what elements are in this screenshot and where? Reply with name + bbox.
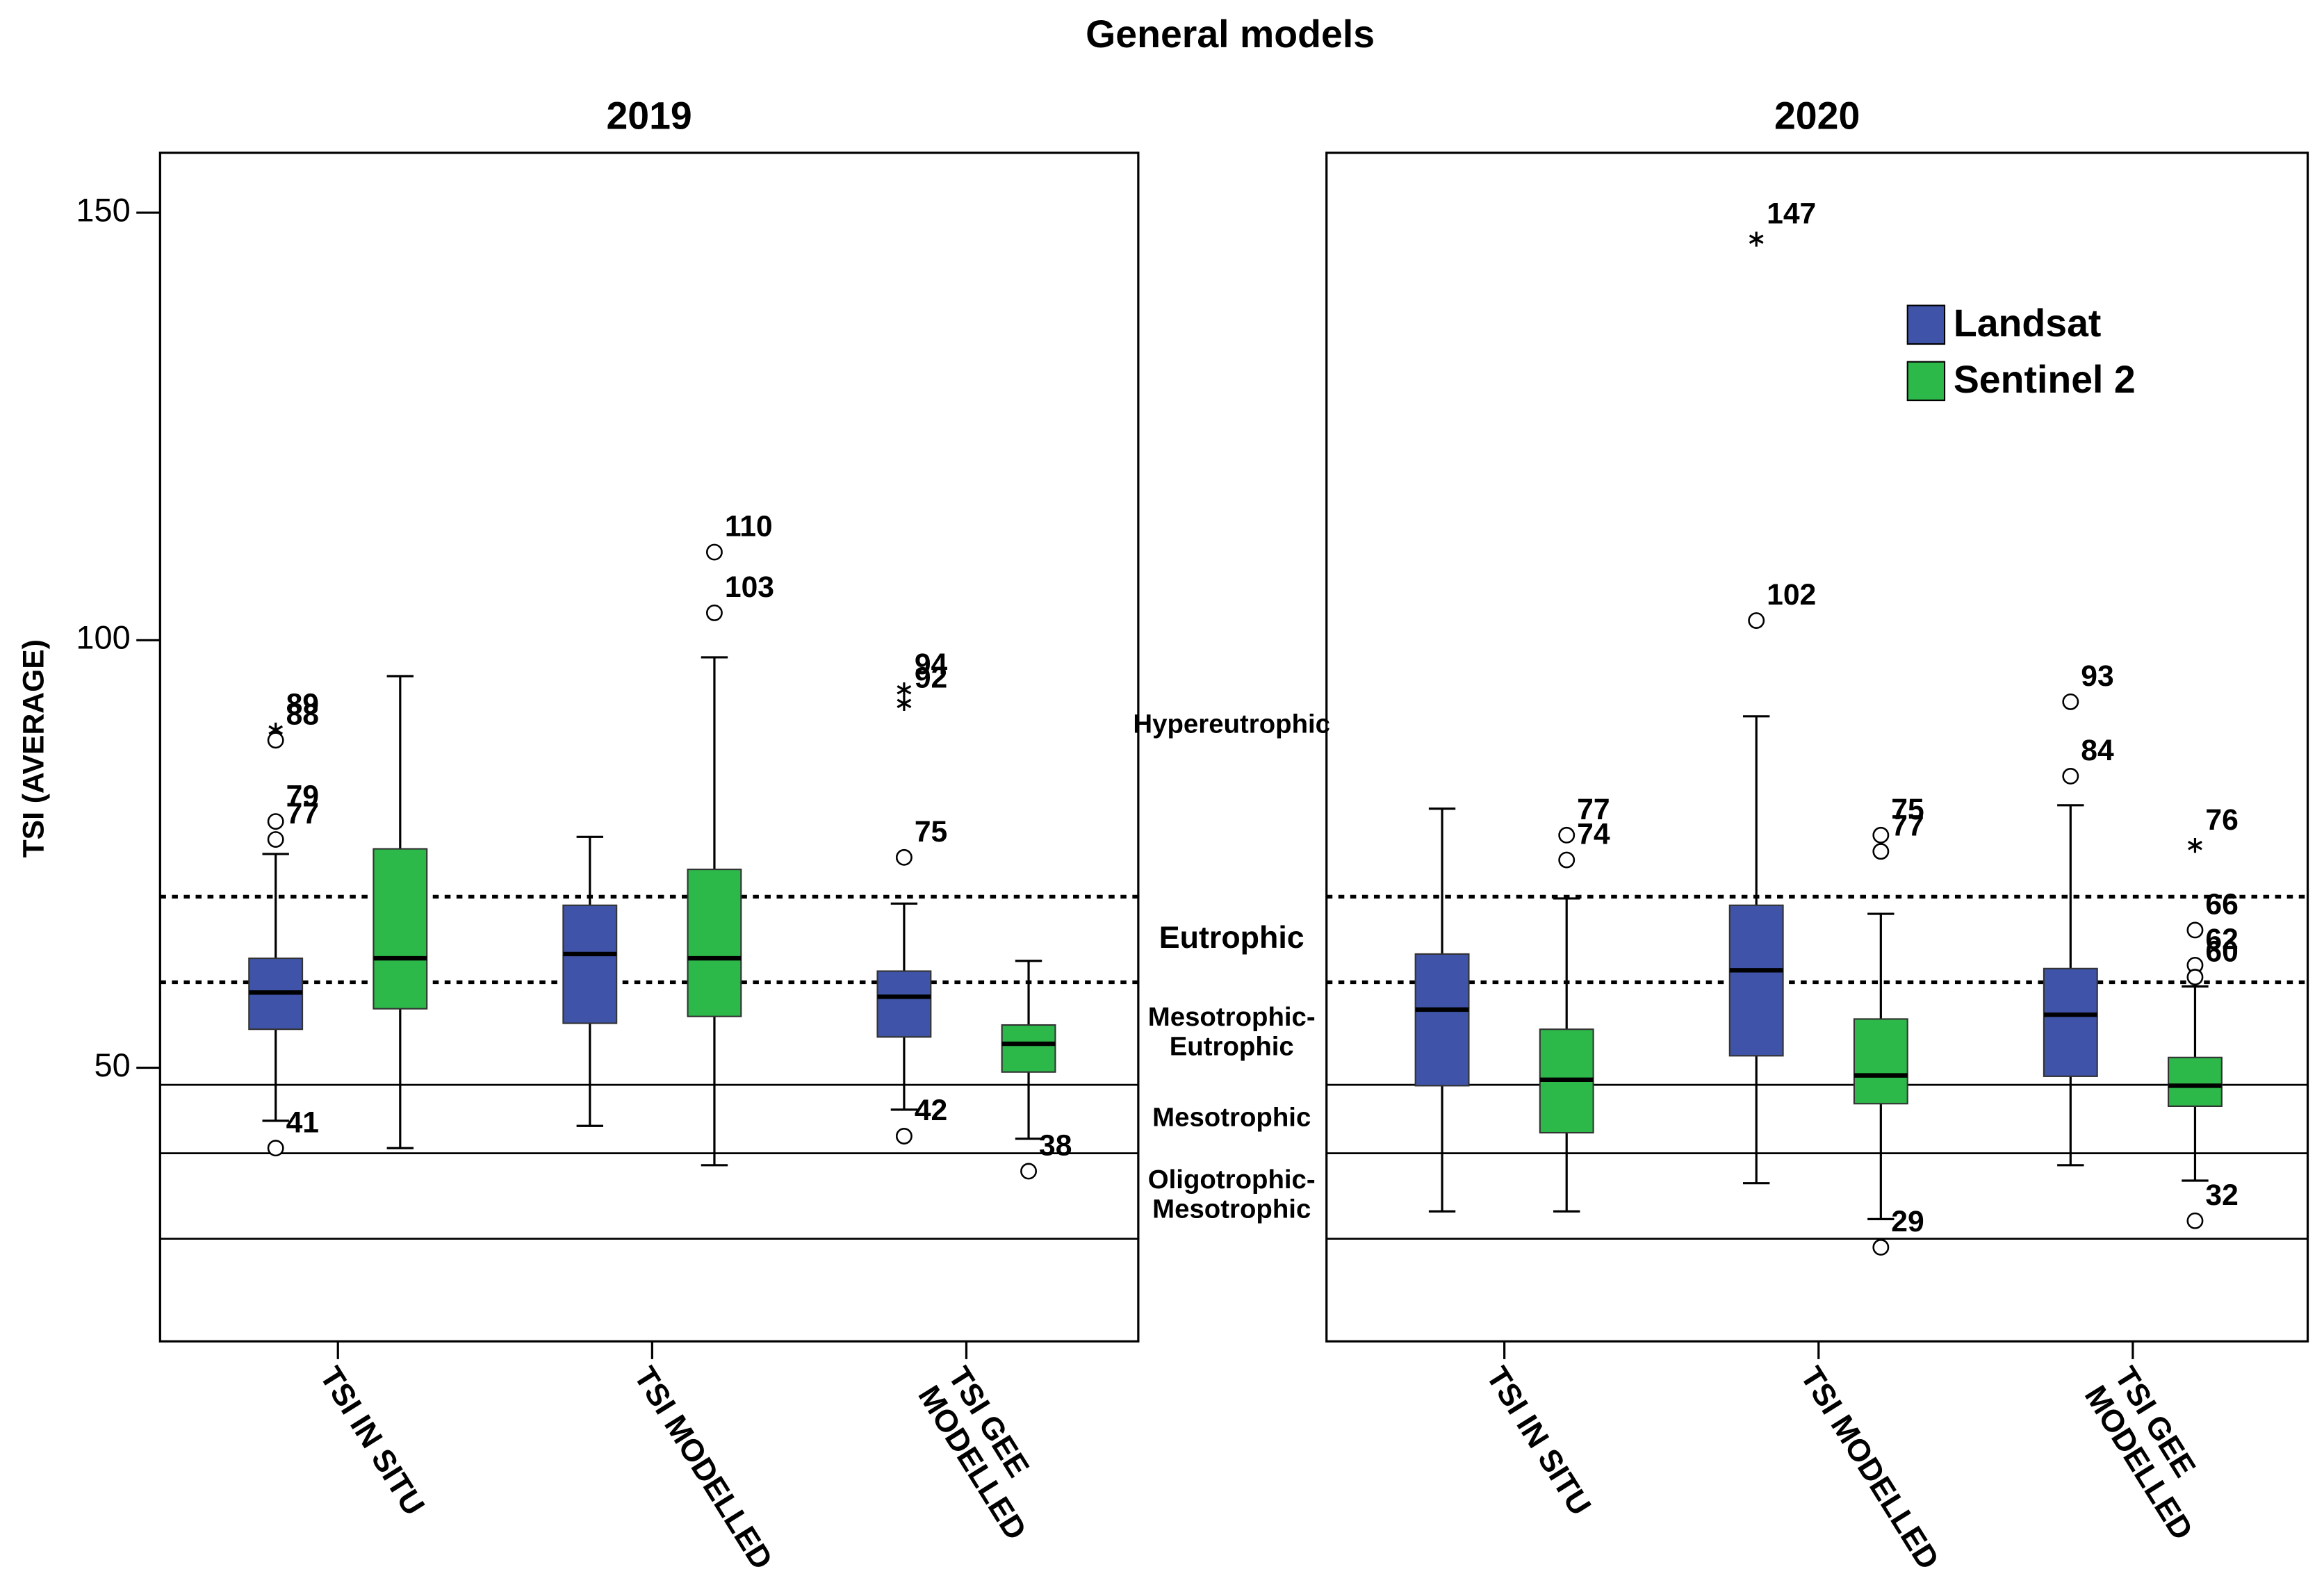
trophic-label-line: Mesotrophic xyxy=(1152,1195,1311,1224)
outlier xyxy=(705,604,723,621)
box xyxy=(1728,904,1784,1057)
outlier-star xyxy=(2188,837,2202,853)
outlier-label: 29 xyxy=(1891,1205,1924,1238)
outlier xyxy=(2186,969,2204,986)
outlier-label: 77 xyxy=(1891,809,1924,842)
outlier xyxy=(895,848,913,866)
y-tick-label: 100 xyxy=(76,620,130,656)
outlier xyxy=(267,831,284,848)
x-tick-label-line: TSI IN SITU xyxy=(1480,1361,1598,1521)
box xyxy=(373,848,428,1010)
trophic-label-line: Eutrophic xyxy=(1170,1032,1294,1062)
legend-label: Sentinel 2 xyxy=(1954,358,2136,401)
x-tick-label: TSI IN SITU xyxy=(1480,1361,1598,1521)
box xyxy=(687,869,742,1017)
outlier-label: 84 xyxy=(2081,734,2114,767)
trophic-label-line: Oligotrophic- xyxy=(1148,1165,1316,1195)
outlier-label: 74 xyxy=(1577,818,1610,851)
trophic-label-line: Mesotrophic- xyxy=(1148,1002,1316,1032)
outlier-label: 92 xyxy=(915,662,947,695)
outlier xyxy=(1748,612,1765,629)
trophic-label-line: Eutrophic xyxy=(1159,920,1304,955)
outlier-star xyxy=(897,696,912,712)
outlier xyxy=(1872,843,1890,860)
x-tick-label: TSI MODELLED xyxy=(1794,1361,1946,1575)
outlier-label: 79 xyxy=(286,779,319,812)
outlier xyxy=(705,543,723,561)
outlier xyxy=(2062,768,2079,785)
outlier-label: 42 xyxy=(915,1094,947,1127)
panel-title: 2020 xyxy=(1774,95,1860,138)
outlier xyxy=(1020,1163,1038,1180)
x-tick-label-line: TSI MODELLED xyxy=(1794,1361,1946,1575)
outlier-label: 32 xyxy=(2205,1179,2238,1212)
trophic-label-line: Mesotrophic xyxy=(1152,1103,1311,1133)
box xyxy=(1414,953,1470,1087)
outlier-label: 93 xyxy=(2081,659,2113,693)
outlier-label: 41 xyxy=(286,1106,319,1139)
x-tick-label: TSI IN SITU xyxy=(313,1361,432,1521)
trophic-label: Mesotrophic-Eutrophic xyxy=(1148,1002,1316,1062)
box xyxy=(1853,1018,1908,1105)
outlier-label: 103 xyxy=(725,571,774,604)
outlier xyxy=(2186,1212,2204,1229)
outlier xyxy=(267,813,284,830)
outlier xyxy=(1558,826,1576,844)
box xyxy=(2043,967,2098,1077)
outlier-label: 60 xyxy=(2205,935,2238,968)
outlier-label: 62 xyxy=(2205,923,2238,956)
legend-swatch xyxy=(1906,304,1946,345)
x-tick-label-line: TSI MODELLED xyxy=(628,1361,780,1575)
outlier-label: 94 xyxy=(915,648,948,681)
outlier-label: 147 xyxy=(1767,197,1816,230)
x-tick-label: TSI GEEMODELLED xyxy=(912,1361,1064,1546)
x-tick-label-line: TSI IN SITU xyxy=(313,1361,432,1521)
box xyxy=(876,970,932,1038)
plot-frame xyxy=(158,151,1140,1343)
outlier xyxy=(1872,1239,1890,1256)
chart-title: General models xyxy=(1086,13,1375,56)
x-tick-label: TSI GEEMODELLED xyxy=(2078,1361,2230,1546)
trophic-label: Hypereutrophic xyxy=(1133,709,1330,739)
legend-label: Landsat xyxy=(1954,302,2102,345)
legend-swatch xyxy=(1906,361,1946,402)
outlier xyxy=(2062,693,2079,710)
outlier xyxy=(267,1140,284,1157)
outlier-star xyxy=(897,682,912,698)
outlier-label: 66 xyxy=(2205,888,2238,921)
outlier-label: 102 xyxy=(1767,578,1816,612)
outlier-label: 89 xyxy=(286,688,319,721)
box xyxy=(562,904,618,1024)
outlier-label: 76 xyxy=(2205,803,2238,837)
trophic-label: Eutrophic xyxy=(1159,920,1304,955)
outlier-label: 38 xyxy=(1039,1129,1072,1163)
outlier-label: 75 xyxy=(915,815,947,848)
panel-title: 2019 xyxy=(606,95,692,138)
plot-frame xyxy=(1325,151,2309,1343)
x-tick-label: TSI MODELLED xyxy=(628,1361,780,1575)
box xyxy=(1001,1024,1056,1073)
outlier-star xyxy=(1749,231,1764,247)
box xyxy=(2168,1056,2223,1107)
outlier xyxy=(2186,921,2204,939)
outlier-label: 88 xyxy=(286,698,319,731)
trophic-label: Oligotrophic-Mesotrophic xyxy=(1148,1165,1316,1224)
outlier xyxy=(1872,826,1890,844)
trophic-label-line: Hypereutrophic xyxy=(1133,709,1330,739)
y-axis-label: TSI (AVERAGE) xyxy=(17,639,50,857)
outlier xyxy=(267,732,284,749)
outlier-label: 75 xyxy=(1891,793,1924,826)
outlier-label: 77 xyxy=(286,797,319,830)
outlier-label: 110 xyxy=(725,510,773,543)
outlier xyxy=(895,1128,913,1144)
y-tick-label: 150 xyxy=(76,192,130,228)
trophic-label: Mesotrophic xyxy=(1152,1103,1311,1133)
outlier-label: 77 xyxy=(1577,793,1610,826)
y-tick-label: 50 xyxy=(94,1047,130,1083)
outlier xyxy=(1558,851,1576,869)
